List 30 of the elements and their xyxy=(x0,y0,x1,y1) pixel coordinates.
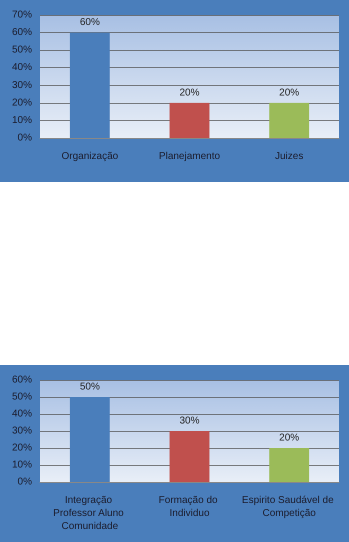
bar xyxy=(170,431,210,482)
y-tick-label: 0% xyxy=(18,132,32,144)
bar xyxy=(70,397,110,482)
data-label: 20% xyxy=(279,432,300,444)
y-tick-label: 20% xyxy=(12,442,32,454)
y-tick-label: 40% xyxy=(12,408,32,420)
y-tick-label: 40% xyxy=(12,62,32,74)
y-tick-label: 0% xyxy=(18,476,32,488)
x-tick-label: Juizes xyxy=(274,151,304,162)
data-label: 60% xyxy=(80,17,100,28)
data-label: 30% xyxy=(179,416,200,426)
y-tick-label: 20% xyxy=(12,97,32,108)
x-tick-label: Formação do Individuo xyxy=(158,495,220,519)
y-tick-label: 50% xyxy=(12,392,32,402)
x-tick-label: Organização xyxy=(61,151,119,162)
x-tick-label: Planejamento xyxy=(158,151,221,162)
y-tick-label: 60% xyxy=(12,27,32,38)
bar xyxy=(269,448,310,482)
y-tick-label: 10% xyxy=(12,114,32,126)
y-tick-label: 70% xyxy=(12,10,32,20)
y-tick-label: 10% xyxy=(12,460,32,470)
x-tick-label: Integração Professor Aluno Comunidade xyxy=(53,495,127,532)
y-tick-label: 30% xyxy=(12,426,32,436)
y-tick-label: 30% xyxy=(12,80,32,91)
data-label: 50% xyxy=(80,382,100,392)
y-tick-label: 50% xyxy=(12,44,32,56)
data-label: 20% xyxy=(279,87,300,98)
y-tick-label: 60% xyxy=(12,374,32,386)
data-label: 20% xyxy=(179,87,200,98)
x-tick-label: Espirito Saudável de Competição xyxy=(242,495,336,519)
